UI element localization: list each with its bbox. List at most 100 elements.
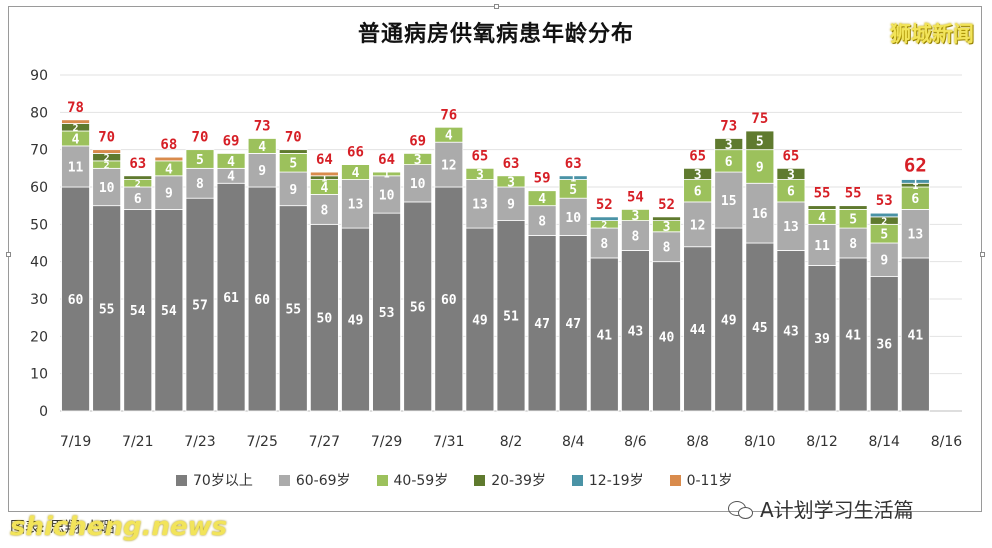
segment-label: 9 — [289, 183, 297, 198]
resize-handle-left[interactable] — [6, 252, 11, 257]
segment-label: 54 — [161, 304, 177, 319]
segment-label: 16 — [752, 207, 768, 222]
bar-segment — [309, 194, 339, 225]
total-label: 52 — [658, 197, 675, 213]
y-tick-label: 60 — [30, 180, 48, 196]
brand-watermark: 狮城新闻 — [890, 22, 974, 46]
segment-label: 55 — [285, 302, 301, 317]
segment-label: 2 — [104, 153, 110, 164]
segment-label: 36 — [876, 338, 892, 353]
segment-label: 41 — [908, 328, 924, 343]
segment-label: 1 — [570, 173, 576, 184]
segment-label: 10 — [410, 177, 426, 192]
x-tick-label: 7/25 — [246, 434, 277, 450]
segment-label: 1 — [321, 173, 327, 184]
legend-label: 0-11岁 — [686, 473, 733, 489]
segment-label: 43 — [628, 325, 644, 340]
segment-label: 3 — [476, 168, 484, 183]
segment-label: 4 — [445, 129, 453, 144]
segment-label: 4 — [538, 192, 546, 207]
segment-label: 3 — [631, 209, 639, 224]
resize-handle-right[interactable] — [980, 252, 985, 257]
segment-label: 5 — [569, 183, 577, 198]
y-tick-label: 70 — [30, 143, 48, 159]
segment-label: 60 — [254, 293, 270, 308]
legend-item: 20-39岁 — [474, 470, 546, 490]
segment-label: 3 — [507, 175, 515, 190]
y-tick-label: 80 — [30, 105, 48, 121]
legend-label: 12-19岁 — [588, 473, 644, 489]
bar-segment — [776, 250, 806, 412]
segment-label: 8 — [849, 237, 857, 252]
bar-segment — [745, 242, 775, 412]
site-watermark: shicheng.news — [10, 512, 228, 542]
bar-segment — [247, 186, 277, 412]
bar-segment — [216, 182, 246, 412]
total-label: 65 — [783, 148, 800, 164]
bar-segment — [869, 212, 899, 218]
segment-label: 3 — [694, 168, 702, 183]
total-label: 68 — [160, 137, 177, 153]
bar-segment — [900, 179, 930, 184]
segment-label: 3 — [725, 138, 733, 153]
segment-label: 8 — [320, 203, 328, 218]
x-tick-label: 8/4 — [562, 434, 585, 450]
legend-swatch — [669, 474, 681, 486]
bar-segment — [372, 175, 401, 214]
bar-segment — [776, 167, 806, 180]
legend-label: 40-59岁 — [393, 473, 449, 489]
segment-label: 8 — [600, 237, 608, 252]
bar-segment — [434, 186, 464, 412]
y-tick-label: 20 — [30, 329, 48, 345]
segment-label: 10 — [379, 188, 395, 203]
bar-segment — [309, 171, 339, 177]
resize-handle-top[interactable] — [494, 4, 499, 9]
bar-segment — [92, 149, 122, 154]
legend-swatch — [571, 474, 583, 486]
segment-label: 2 — [601, 220, 607, 231]
segment-label: 1 — [912, 181, 918, 192]
legend-swatch — [474, 474, 486, 486]
x-tick-label: 7/19 — [60, 434, 91, 450]
x-tick-label: 7/31 — [433, 434, 464, 450]
bar-segment — [838, 257, 868, 412]
total-label: 64 — [316, 152, 333, 168]
total-label: 55 — [814, 186, 831, 202]
x-tick-label: 8/8 — [686, 434, 709, 450]
segment-label: 8 — [538, 215, 546, 230]
bar-segment — [652, 261, 681, 412]
bar-segment — [807, 223, 837, 266]
segment-label: 6 — [134, 192, 142, 207]
bar-segment — [216, 152, 246, 169]
bar-segment — [683, 246, 713, 412]
segment-label: 49 — [472, 313, 488, 328]
segment-label: 13 — [472, 198, 488, 213]
total-label: 69 — [223, 133, 240, 149]
bar-segment — [92, 205, 122, 412]
bar-segment — [652, 216, 681, 222]
bar-segment — [403, 164, 433, 203]
bar-segment — [745, 130, 775, 151]
segment-label: 9 — [258, 164, 266, 179]
total-label: 76 — [440, 107, 457, 123]
x-tick-label: 7/21 — [122, 434, 153, 450]
bar-segment — [527, 190, 557, 207]
segment-label: 4 — [227, 155, 235, 170]
segment-label: 4 — [165, 162, 173, 177]
segment-label: 60 — [68, 293, 84, 308]
bar-segment — [341, 179, 370, 229]
bar-segment — [61, 145, 90, 188]
legend-item: 70岁以上 — [176, 470, 253, 490]
total-label: 65 — [689, 148, 706, 164]
legend-label: 20-39岁 — [491, 473, 546, 489]
bar-segment — [123, 208, 153, 412]
segment-label: 10 — [565, 211, 581, 226]
bar-segment — [309, 223, 339, 412]
segment-label: 2 — [104, 160, 110, 171]
segment-label: 6 — [787, 185, 795, 200]
segment-label: 2 — [135, 179, 141, 190]
segment-label: 13 — [783, 220, 799, 235]
bar-segment — [247, 138, 277, 154]
segment-label: 60 — [441, 293, 457, 308]
total-label: 59 — [534, 171, 551, 187]
